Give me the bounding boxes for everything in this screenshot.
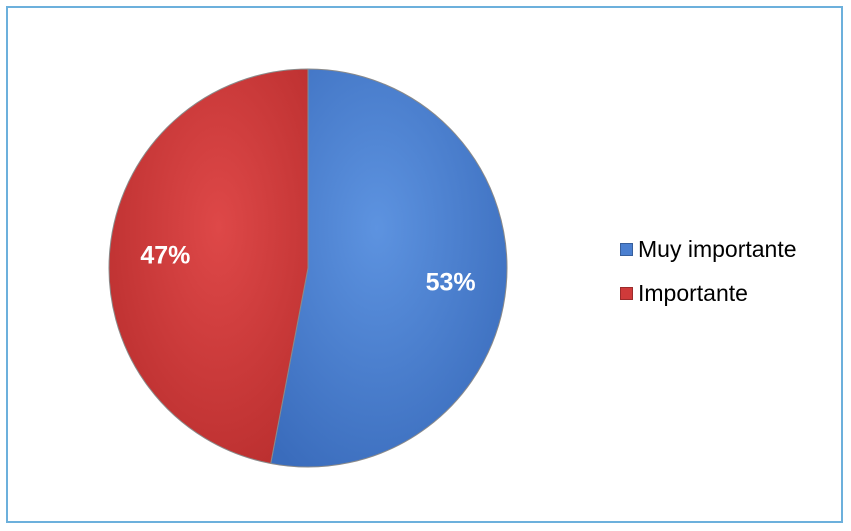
legend-swatch — [620, 242, 633, 256]
legend-label: Importante — [638, 279, 748, 306]
legend-item-importante: Importante — [620, 278, 797, 308]
pie-slice-importante — [108, 68, 309, 465]
chart-frame: 53% 47% Muy importante Importante — [6, 6, 843, 523]
legend: Muy importante Importante — [620, 234, 797, 322]
data-label: 53% — [426, 268, 476, 296]
pie-chart: 53% 47% — [108, 68, 508, 468]
legend-label: Muy importante — [638, 235, 797, 262]
legend-item-muy-importante: Muy importante — [620, 234, 797, 264]
pie-slice-muy-importante — [270, 68, 508, 468]
legend-swatch — [620, 286, 633, 300]
data-label: 47% — [140, 242, 190, 270]
